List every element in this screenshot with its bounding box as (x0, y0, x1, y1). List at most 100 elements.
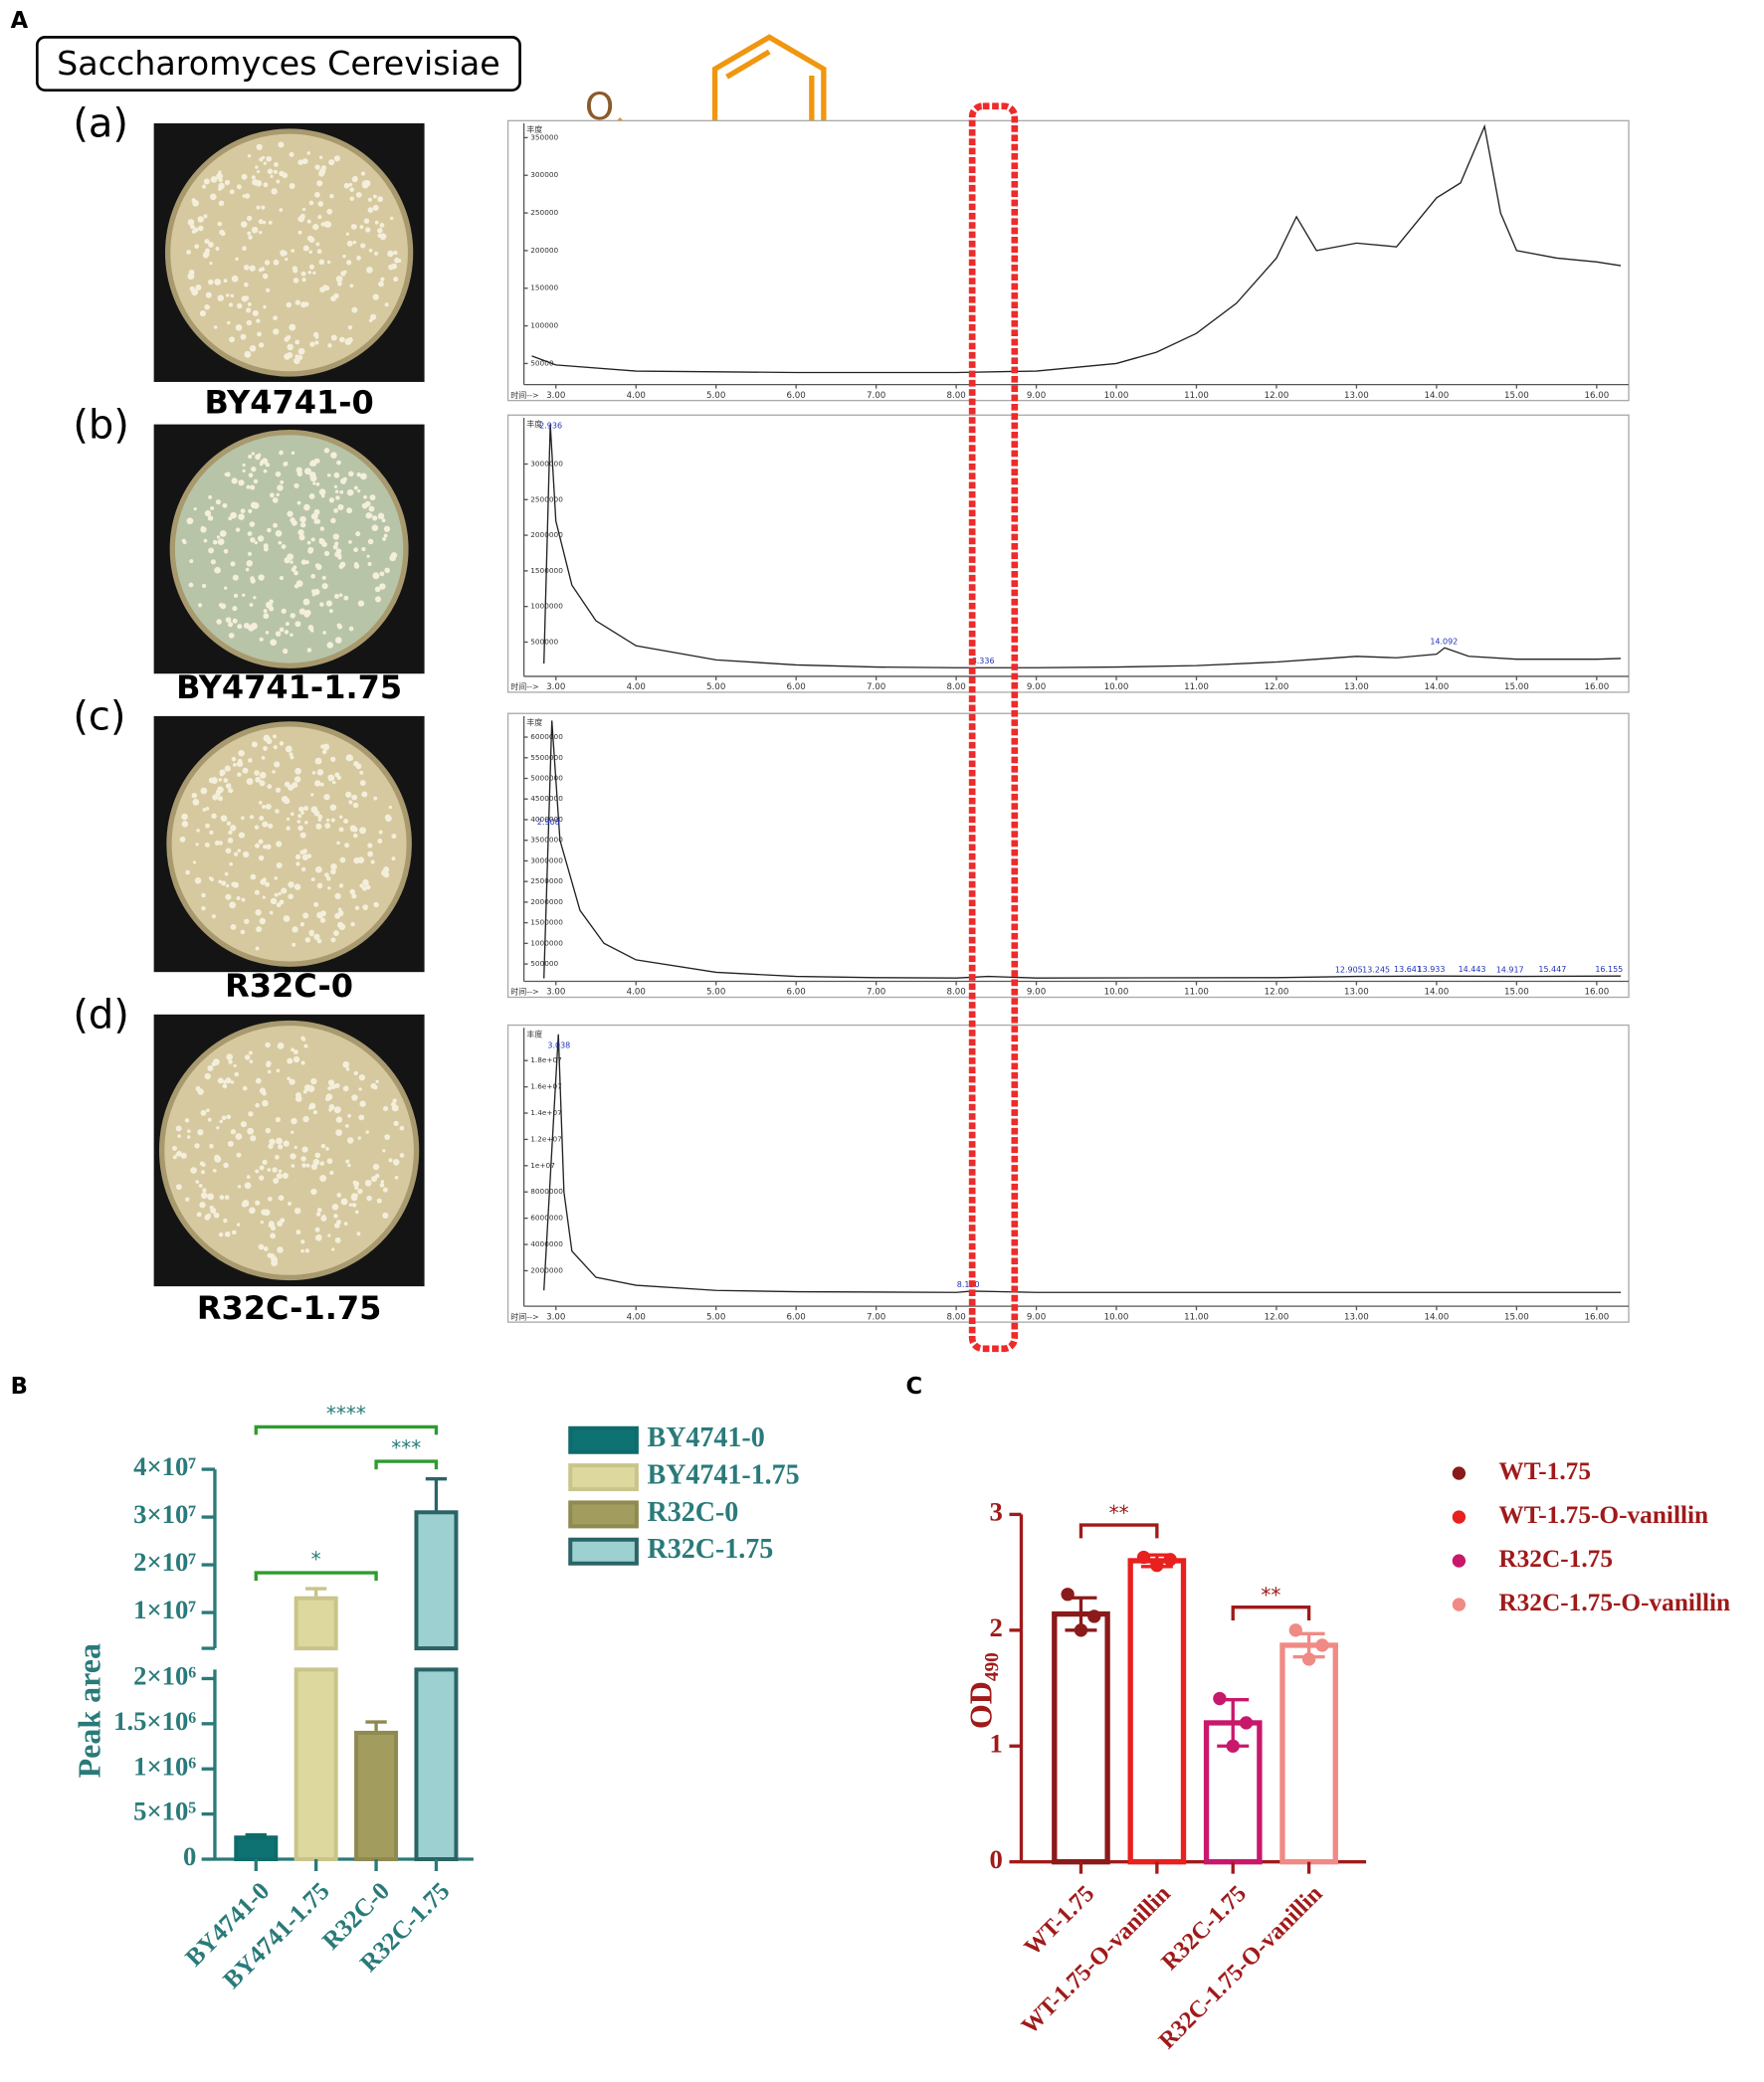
colony (226, 1114, 232, 1120)
y-tick-label: 200000 (530, 246, 558, 255)
colony (291, 1164, 295, 1168)
colony (285, 622, 290, 627)
bar (1052, 1610, 1110, 1865)
colony (388, 1158, 393, 1163)
colony (195, 284, 202, 290)
colony (320, 493, 325, 498)
colony (294, 339, 300, 345)
colony (187, 273, 195, 281)
peak-label: 8.150 (957, 1280, 980, 1289)
panel-sublabel: (a) (73, 101, 128, 147)
colony (251, 466, 257, 473)
y-tick-label: 1.2e+07 (530, 1134, 562, 1143)
y-tick-label: 5500000 (530, 753, 563, 762)
colony (249, 345, 257, 352)
colony (372, 1163, 380, 1171)
x-tick-label: 16.00 (1584, 682, 1609, 692)
colony (376, 1198, 382, 1204)
x-tick-label: 10.00 (1104, 682, 1129, 692)
x-tick-label: 15.00 (1504, 1312, 1529, 1322)
colony (375, 1173, 380, 1179)
colony (348, 1203, 353, 1207)
colony (353, 1070, 358, 1076)
colony (198, 1184, 203, 1188)
colony (241, 173, 248, 180)
y-tick-label: 3×10⁷ (133, 1499, 196, 1529)
colony (270, 174, 274, 179)
colony (321, 583, 328, 590)
colony (297, 159, 303, 165)
peak-label: 16.155 (1595, 965, 1623, 974)
colony (219, 530, 227, 537)
colony (175, 1184, 182, 1191)
colony (360, 171, 366, 176)
colony (308, 200, 314, 206)
colony (334, 1083, 340, 1088)
colony (256, 143, 263, 151)
colony (390, 1101, 396, 1107)
colony (220, 769, 226, 776)
colony (359, 1100, 366, 1107)
colony (302, 598, 310, 606)
y-tick-label: 1.5×10⁶ (113, 1706, 196, 1736)
colony (194, 244, 199, 250)
legend-marker (1452, 1510, 1467, 1524)
colony (394, 257, 400, 264)
colony (307, 548, 313, 554)
colony (383, 525, 391, 532)
colony (314, 458, 318, 463)
colony (316, 1208, 322, 1213)
colony (261, 458, 269, 465)
colony (279, 627, 285, 633)
colony (358, 1074, 366, 1081)
colony (227, 1140, 234, 1147)
colony (320, 744, 325, 749)
colony (306, 853, 312, 858)
bar (414, 1510, 459, 1651)
colony (325, 818, 330, 823)
colony (309, 932, 314, 937)
colony (300, 811, 304, 815)
colony (371, 524, 379, 531)
colony (255, 843, 261, 849)
colony (272, 496, 279, 503)
panel-label: B (11, 1374, 28, 1400)
colony (244, 350, 252, 358)
colony (205, 807, 210, 811)
colony (399, 1125, 405, 1131)
colony (298, 806, 304, 813)
colony (338, 883, 344, 888)
colony (199, 1161, 205, 1167)
colony (201, 892, 206, 898)
colony (354, 905, 360, 911)
colony (286, 817, 291, 821)
colony (310, 537, 315, 542)
colony (325, 1147, 329, 1151)
colony (394, 1176, 399, 1180)
y-axis-title: 丰度 (526, 717, 542, 727)
colony (359, 770, 364, 775)
colony (302, 245, 309, 252)
y-tick-label: 2×10⁶ (133, 1661, 196, 1691)
colony (248, 1050, 253, 1055)
colony (249, 521, 256, 527)
colony (205, 823, 210, 829)
colony (229, 336, 235, 343)
y-tick-label: 300000 (530, 170, 558, 179)
y-tick-label: 1e+07 (530, 1161, 555, 1170)
colony (228, 830, 233, 835)
colony (265, 631, 270, 635)
colony (361, 181, 369, 189)
x-tick-label: 7.00 (867, 682, 885, 692)
colony (232, 763, 237, 767)
colony (306, 648, 312, 653)
colony (266, 155, 273, 162)
colony (300, 1239, 305, 1244)
colony (270, 639, 278, 647)
colony (218, 778, 223, 782)
colony (275, 529, 283, 537)
x-axis-title: 时间--> (510, 987, 538, 997)
colony (254, 825, 260, 830)
colony (212, 1168, 217, 1173)
colony (204, 303, 210, 310)
